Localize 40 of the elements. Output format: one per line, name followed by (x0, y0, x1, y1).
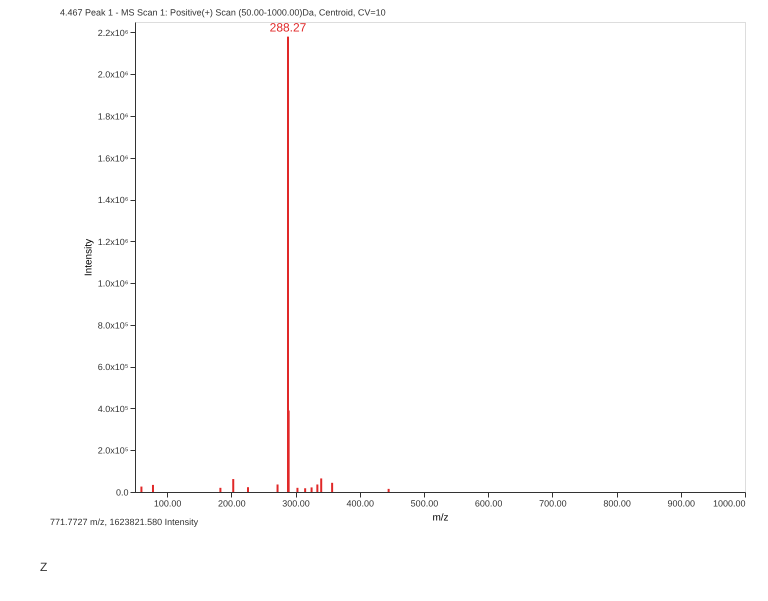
bar (388, 488, 390, 492)
x-tick-label: 700.00 (539, 498, 567, 508)
bar (247, 487, 250, 492)
x-tick-label: 900.00 (668, 498, 696, 508)
x-tick-label: 100.00 (154, 498, 182, 508)
text: 771.7727 m/z, 1623821.580 Intensity (50, 517, 199, 527)
x-tick-label: 500.00 (410, 498, 438, 508)
x-tick-label: 1000.00 (712, 498, 746, 508)
y-tick-label: 0.0 (116, 488, 128, 498)
bar (331, 482, 334, 492)
x-axis-title: m/z (432, 512, 449, 524)
bar (152, 484, 154, 492)
bar (304, 488, 306, 492)
x-tick-label: 400.00 (346, 498, 374, 508)
x-tick-label: 200.00 (218, 498, 246, 508)
y-tick-label: 1.6x10⁶ (98, 153, 129, 164)
bar (232, 479, 234, 492)
y-tick-label: 1.2x10⁶ (98, 236, 129, 247)
y-tick-label: 2.2x10⁶ (98, 28, 129, 38)
bar (219, 488, 222, 492)
y-tick-label: 8.0x10⁵ (98, 320, 129, 330)
bar (310, 487, 313, 492)
y-tick-label: 1.0x10⁶ (98, 278, 129, 289)
annotation: 288.27 (270, 20, 307, 35)
y-tick-label: 1.8x10⁶ (98, 112, 129, 122)
y-tick-label: 4.0x10⁵ (98, 404, 129, 414)
x-tick-label: 800.00 (603, 498, 631, 508)
x-tick-label: 600.00 (474, 498, 502, 508)
x-tick-label: 300.00 (282, 498, 310, 508)
bar (276, 484, 279, 492)
bar (320, 478, 322, 492)
bar (296, 488, 298, 492)
y-axis-title: Intensity (84, 238, 95, 276)
text: Z (40, 560, 48, 574)
bar (140, 486, 142, 492)
y-tick-label: 2.0x10⁶ (98, 70, 129, 80)
chart-title: 4.467 Peak 1 - MS Scan 1: Positive(+) Scan (50.00-1000.00)Da, Centroid, CV=10 (60, 8, 386, 18)
y-tick-label: 1.4x10⁶ (98, 195, 129, 206)
y-tick-label: 6.0x10⁵ (98, 362, 129, 372)
y-tick-label: 2.0x10⁵ (98, 446, 129, 456)
